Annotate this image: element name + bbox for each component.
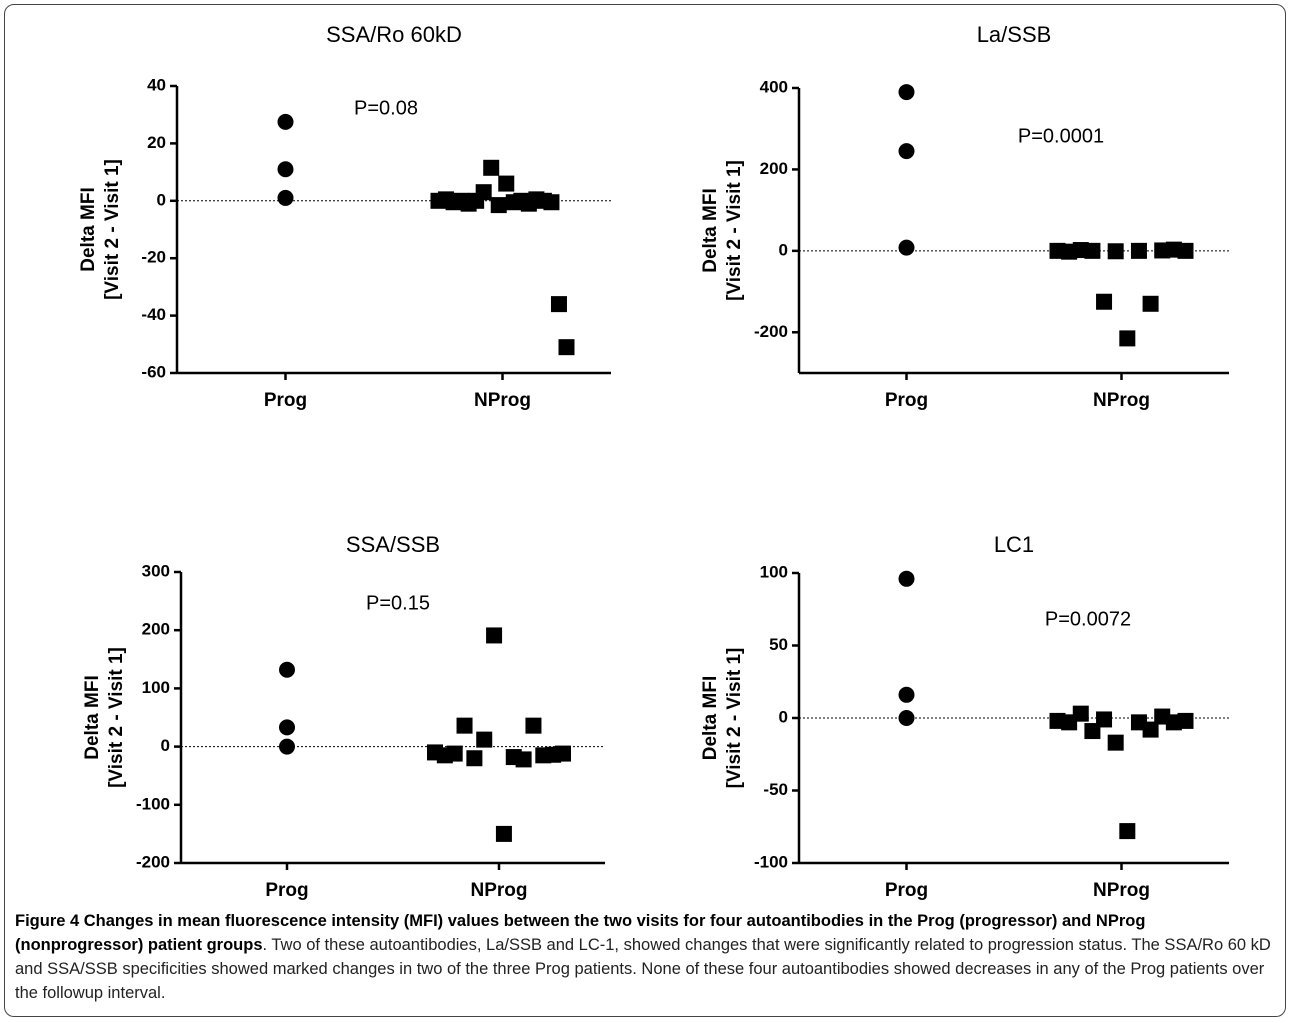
- chart-title: SSA/Ro 60kD: [326, 22, 462, 47]
- y-tick-label: 50: [769, 635, 788, 654]
- data-point: [898, 710, 915, 726]
- x-tick-label: Prog: [885, 390, 928, 411]
- caption-text: . Two of these autoantibodies, La/SSB an…: [15, 936, 1271, 1002]
- y-axis-label: [Visit 2 - Visit 1]: [724, 648, 745, 789]
- x-tick-label: Prog: [264, 390, 307, 411]
- data-point: [1142, 295, 1159, 312]
- data-point: [486, 627, 503, 644]
- data-point: [525, 717, 542, 734]
- data-point: [1177, 712, 1194, 729]
- chart-title: SSA/SSB: [346, 532, 440, 557]
- y-axis-label: [Visit 2 - Visit 1]: [102, 159, 123, 300]
- data-point: [1119, 823, 1136, 840]
- data-point: [498, 175, 515, 192]
- y-tick-label: -20: [141, 248, 166, 267]
- y-tick-label: -40: [141, 305, 166, 324]
- y-tick-label: 0: [779, 240, 788, 259]
- p-value: P=0.0001: [1018, 125, 1104, 147]
- y-tick-label: 0: [157, 190, 166, 209]
- data-point: [898, 143, 915, 160]
- data-point: [515, 751, 532, 768]
- y-tick-label: 300: [142, 561, 170, 580]
- data-point: [1107, 734, 1124, 751]
- y-tick-label: 20: [147, 133, 166, 152]
- data-point: [558, 339, 575, 356]
- data-point: [446, 745, 463, 762]
- x-tick-label: NProg: [474, 390, 531, 411]
- x-tick-label: NProg: [471, 880, 528, 900]
- data-point: [898, 84, 915, 101]
- caption: Figure 4 Changes in mean fluorescence in…: [15, 909, 1277, 1005]
- y-tick-label: -100: [136, 794, 170, 813]
- data-point: [490, 197, 507, 214]
- y-tick-label: 40: [147, 75, 166, 94]
- x-tick-label: Prog: [265, 880, 308, 900]
- x-tick-label: Prog: [885, 880, 928, 900]
- y-tick-label: -50: [763, 780, 788, 799]
- data-point: [279, 661, 295, 678]
- p-value: P=0.08: [354, 97, 418, 119]
- y-axis-label: Delta MFI: [700, 676, 721, 760]
- data-point: [483, 159, 500, 176]
- y-tick-label: -100: [754, 852, 788, 871]
- data-point: [1142, 721, 1159, 738]
- data-point: [1096, 293, 1113, 310]
- data-point: [1119, 330, 1136, 347]
- data-point: [555, 745, 571, 762]
- data-point: [456, 717, 473, 734]
- y-tick-label: 100: [142, 678, 170, 697]
- data-point: [1072, 705, 1089, 722]
- y-axis-label: [Visit 2 - Visit 1]: [106, 647, 127, 788]
- data-point: [277, 113, 294, 130]
- data-point: [898, 570, 915, 587]
- chart-title: LC1: [994, 532, 1034, 557]
- data-point: [475, 184, 492, 201]
- data-point: [277, 161, 294, 178]
- data-point: [898, 239, 915, 256]
- y-tick-label: -200: [754, 322, 788, 341]
- data-point: [279, 738, 295, 755]
- data-point: [476, 731, 493, 748]
- data-point: [1107, 243, 1124, 260]
- y-tick-label: -60: [141, 362, 166, 381]
- figure: SSA/Ro 60kD P=0.08 Delta MFI [Visit 2 - Vis…: [4, 4, 1286, 1017]
- chart-title: La/SSB: [977, 22, 1052, 47]
- y-axis-label: Delta MFI: [700, 188, 721, 272]
- data-point: [898, 686, 915, 703]
- p-value: P=0.15: [366, 592, 430, 614]
- y-tick-label: 200: [142, 620, 170, 639]
- y-tick-label: 200: [760, 159, 788, 178]
- data-point: [1084, 242, 1101, 259]
- x-tick-label: NProg: [1093, 390, 1150, 411]
- data-point: [1130, 242, 1147, 259]
- data-point: [1177, 242, 1194, 259]
- y-axis-label: Delta MFI: [82, 675, 103, 759]
- data-point: [495, 825, 512, 842]
- data-point: [543, 194, 560, 211]
- data-point: [550, 296, 567, 313]
- data-point: [277, 189, 294, 206]
- x-tick-label: NProg: [1093, 880, 1150, 900]
- y-tick-label: 100: [760, 562, 788, 581]
- y-tick-label: 0: [161, 736, 170, 755]
- y-axis-label: Delta MFI: [78, 187, 99, 271]
- y-axis-label: [Visit 2 - Visit 1]: [724, 160, 745, 301]
- y-tick-label: 400: [760, 77, 788, 96]
- y-tick-label: -200: [136, 852, 170, 871]
- p-value: P=0.0072: [1045, 608, 1131, 630]
- y-tick-label: 0: [779, 707, 788, 726]
- data-point: [279, 719, 295, 736]
- data-point: [1096, 711, 1113, 728]
- data-point: [466, 750, 483, 767]
- caption-title: Figure 4 Changes in mean fluorescence in…: [15, 912, 1146, 954]
